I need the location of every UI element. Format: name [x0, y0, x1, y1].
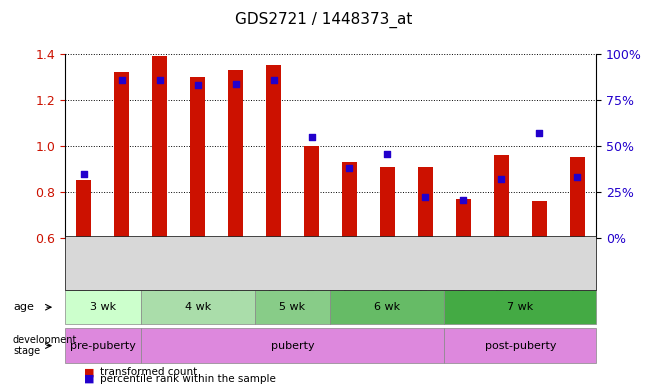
Bar	[531, 201, 547, 238]
Bar	[456, 199, 471, 238]
Point	[231, 81, 241, 88]
Text: ■: ■	[84, 367, 95, 377]
Bar	[266, 65, 281, 238]
Text: pre-puberty: pre-puberty	[70, 341, 135, 351]
Text: 3 wk: 3 wk	[89, 302, 116, 312]
Point	[572, 174, 583, 180]
Point	[458, 197, 469, 203]
Text: percentile rank within the sample: percentile rank within the sample	[100, 374, 276, 384]
Bar	[304, 146, 319, 238]
Bar	[494, 155, 509, 238]
Bar	[418, 167, 433, 238]
Text: post-puberty: post-puberty	[485, 341, 556, 351]
Bar	[76, 180, 91, 238]
Point	[307, 134, 317, 140]
Point	[78, 170, 89, 177]
Bar	[380, 167, 395, 238]
Text: development
stage: development stage	[13, 335, 77, 356]
Point	[420, 194, 430, 200]
Point	[154, 77, 165, 83]
Text: 5 wk: 5 wk	[279, 302, 306, 312]
Bar	[228, 70, 243, 238]
Point	[496, 176, 507, 182]
Point	[192, 82, 203, 88]
Text: 7 wk: 7 wk	[507, 302, 533, 312]
Bar	[342, 162, 357, 238]
Text: transformed count: transformed count	[100, 367, 198, 377]
Point	[117, 77, 127, 83]
Text: 6 wk: 6 wk	[375, 302, 400, 312]
Bar	[114, 72, 130, 238]
Text: GDS2721 / 1448373_at: GDS2721 / 1448373_at	[235, 12, 413, 28]
Bar	[152, 56, 167, 238]
Text: ■: ■	[84, 374, 95, 384]
Point	[534, 130, 544, 136]
Text: age: age	[13, 302, 34, 312]
Bar	[570, 157, 584, 238]
Bar	[190, 77, 205, 238]
Text: 4 wk: 4 wk	[185, 302, 211, 312]
Point	[344, 165, 354, 171]
Text: puberty: puberty	[271, 341, 314, 351]
Point	[268, 77, 279, 83]
Point	[382, 151, 393, 157]
